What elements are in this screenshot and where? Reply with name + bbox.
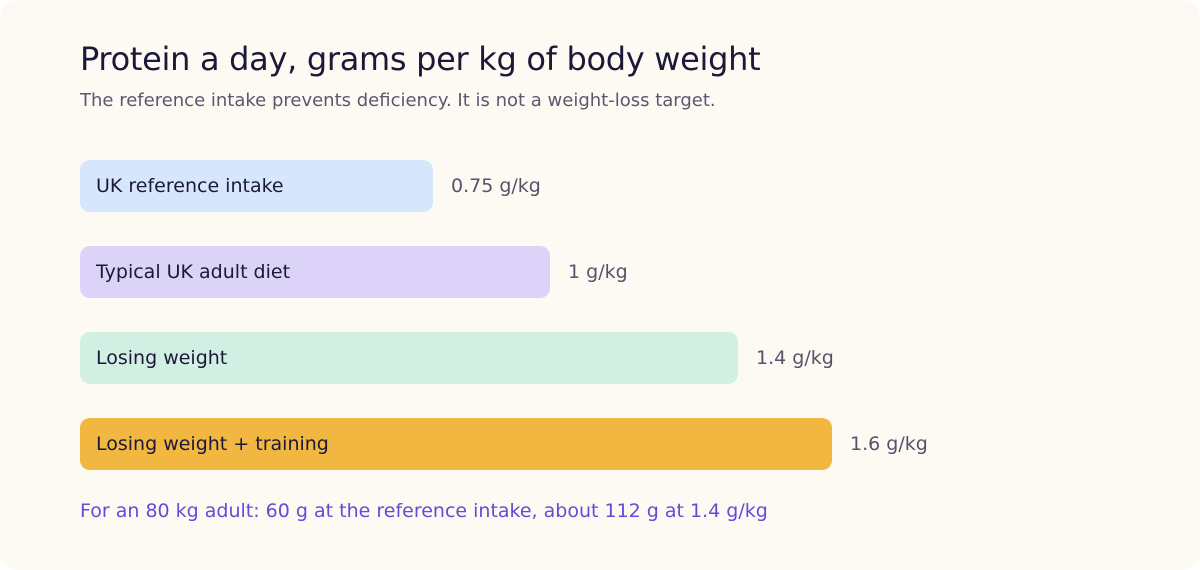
chart-subtitle: The reference intake prevents deficiency… [80, 90, 716, 111]
chart-title: Protein a day, grams per kg of body weig… [80, 40, 761, 78]
bar: Losing weight [80, 332, 738, 384]
bar-area: UK reference intake 0.75 g/kg Typical UK a… [80, 160, 1080, 480]
bar: Losing weight + training [80, 418, 832, 470]
bar-value-label: 1 g/kg [568, 261, 628, 283]
bar: Typical UK adult diet [80, 246, 550, 298]
bar: UK reference intake [80, 160, 433, 212]
chart-footnote: For an 80 kg adult: 60 g at the referenc… [80, 500, 768, 522]
bar-value-label: 0.75 g/kg [451, 175, 541, 197]
bar-label: Losing weight + training [96, 433, 329, 455]
bar-value-label: 1.6 g/kg [850, 433, 928, 455]
bar-label: Losing weight [96, 347, 228, 369]
bar-label: UK reference intake [96, 175, 284, 197]
bar-value-label: 1.4 g/kg [756, 347, 834, 369]
bar-label: Typical UK adult diet [96, 261, 291, 283]
